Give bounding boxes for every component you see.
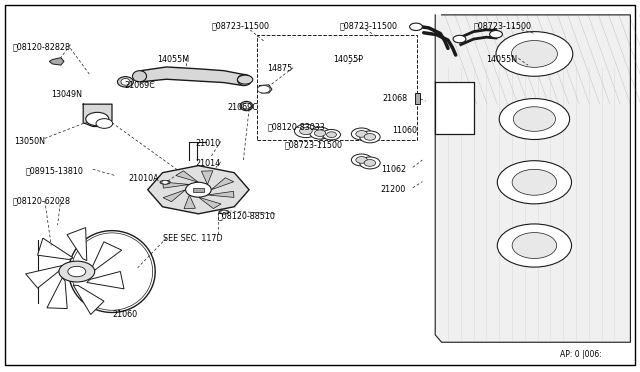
Circle shape xyxy=(512,232,557,259)
Circle shape xyxy=(326,132,337,138)
Circle shape xyxy=(86,112,109,126)
Circle shape xyxy=(356,157,367,163)
Polygon shape xyxy=(259,85,272,93)
Bar xyxy=(415,93,420,104)
Circle shape xyxy=(294,124,317,138)
Polygon shape xyxy=(207,191,234,198)
Circle shape xyxy=(512,169,557,195)
Polygon shape xyxy=(47,278,67,308)
Ellipse shape xyxy=(160,180,170,184)
Circle shape xyxy=(513,107,556,131)
Circle shape xyxy=(497,161,572,204)
Circle shape xyxy=(162,180,168,184)
Polygon shape xyxy=(163,182,189,188)
Circle shape xyxy=(241,103,252,109)
Text: 21069C: 21069C xyxy=(125,81,156,90)
Text: 11060: 11060 xyxy=(392,126,417,135)
Text: Ⓑ08120-82828: Ⓑ08120-82828 xyxy=(13,42,71,51)
Circle shape xyxy=(186,182,211,197)
Text: Ⓒ08723-11500: Ⓒ08723-11500 xyxy=(474,22,532,31)
Circle shape xyxy=(511,41,557,67)
Text: 21069C: 21069C xyxy=(227,103,258,112)
Polygon shape xyxy=(148,166,249,214)
Text: Ⓑ08120-88510: Ⓑ08120-88510 xyxy=(218,211,275,220)
Polygon shape xyxy=(184,195,195,209)
Text: 21200: 21200 xyxy=(381,185,406,194)
Circle shape xyxy=(351,154,372,166)
Text: Ⓑ08120-62028: Ⓑ08120-62028 xyxy=(13,196,71,205)
Polygon shape xyxy=(163,190,186,202)
Ellipse shape xyxy=(240,102,253,111)
Text: Ⓒ08723-11500: Ⓒ08723-11500 xyxy=(285,141,343,150)
Polygon shape xyxy=(67,228,87,261)
Circle shape xyxy=(323,129,340,140)
Polygon shape xyxy=(49,58,64,65)
Circle shape xyxy=(68,266,86,277)
Bar xyxy=(257,35,417,140)
Polygon shape xyxy=(435,15,630,342)
Polygon shape xyxy=(83,104,112,126)
Circle shape xyxy=(410,23,422,31)
Circle shape xyxy=(499,99,570,140)
Text: 14055P: 14055P xyxy=(333,55,363,64)
Text: Ⓒ08723-11500: Ⓒ08723-11500 xyxy=(339,22,397,31)
Circle shape xyxy=(300,127,312,135)
Polygon shape xyxy=(202,171,213,185)
Ellipse shape xyxy=(121,78,130,85)
Polygon shape xyxy=(198,197,221,209)
Text: Ⓦ08915-13810: Ⓦ08915-13810 xyxy=(26,167,83,176)
Circle shape xyxy=(351,128,372,140)
Polygon shape xyxy=(26,266,62,288)
Circle shape xyxy=(221,210,227,214)
Text: 21010A: 21010A xyxy=(128,174,159,183)
Text: 21010: 21010 xyxy=(195,139,220,148)
Circle shape xyxy=(257,86,270,93)
Text: 11062: 11062 xyxy=(381,165,406,174)
Text: 21060: 21060 xyxy=(112,310,137,319)
Text: SEE SEC. 117D: SEE SEC. 117D xyxy=(163,234,223,243)
Ellipse shape xyxy=(237,74,252,86)
Circle shape xyxy=(360,131,380,143)
Polygon shape xyxy=(38,238,73,260)
Text: 14055N: 14055N xyxy=(486,55,518,64)
Polygon shape xyxy=(92,242,122,272)
Circle shape xyxy=(360,157,380,169)
Ellipse shape xyxy=(132,71,147,82)
Polygon shape xyxy=(435,82,474,134)
Polygon shape xyxy=(73,285,104,314)
Ellipse shape xyxy=(118,77,134,87)
Circle shape xyxy=(364,160,376,166)
Circle shape xyxy=(497,224,572,267)
Polygon shape xyxy=(211,178,234,190)
Circle shape xyxy=(490,31,502,38)
Circle shape xyxy=(310,127,330,139)
Text: 21068: 21068 xyxy=(383,94,408,103)
Polygon shape xyxy=(87,272,124,289)
Circle shape xyxy=(496,32,573,76)
Circle shape xyxy=(364,134,376,140)
Bar xyxy=(193,188,204,192)
Circle shape xyxy=(237,75,253,84)
Text: 21014: 21014 xyxy=(195,159,220,168)
Text: 14055M: 14055M xyxy=(157,55,189,64)
Text: Ⓑ08120-83033: Ⓑ08120-83033 xyxy=(268,122,325,131)
Text: Ⓒ08723-11500: Ⓒ08723-11500 xyxy=(211,22,269,31)
Text: 13050N: 13050N xyxy=(14,137,45,146)
Text: AP: 0 |006:: AP: 0 |006: xyxy=(560,350,602,359)
Circle shape xyxy=(356,131,367,137)
Text: 14875: 14875 xyxy=(268,64,292,73)
Circle shape xyxy=(96,119,113,128)
Circle shape xyxy=(314,130,326,137)
Text: 13049N: 13049N xyxy=(51,90,82,99)
Polygon shape xyxy=(141,67,243,86)
Ellipse shape xyxy=(219,210,229,214)
Polygon shape xyxy=(176,171,198,182)
Circle shape xyxy=(453,35,466,43)
Circle shape xyxy=(59,261,95,282)
